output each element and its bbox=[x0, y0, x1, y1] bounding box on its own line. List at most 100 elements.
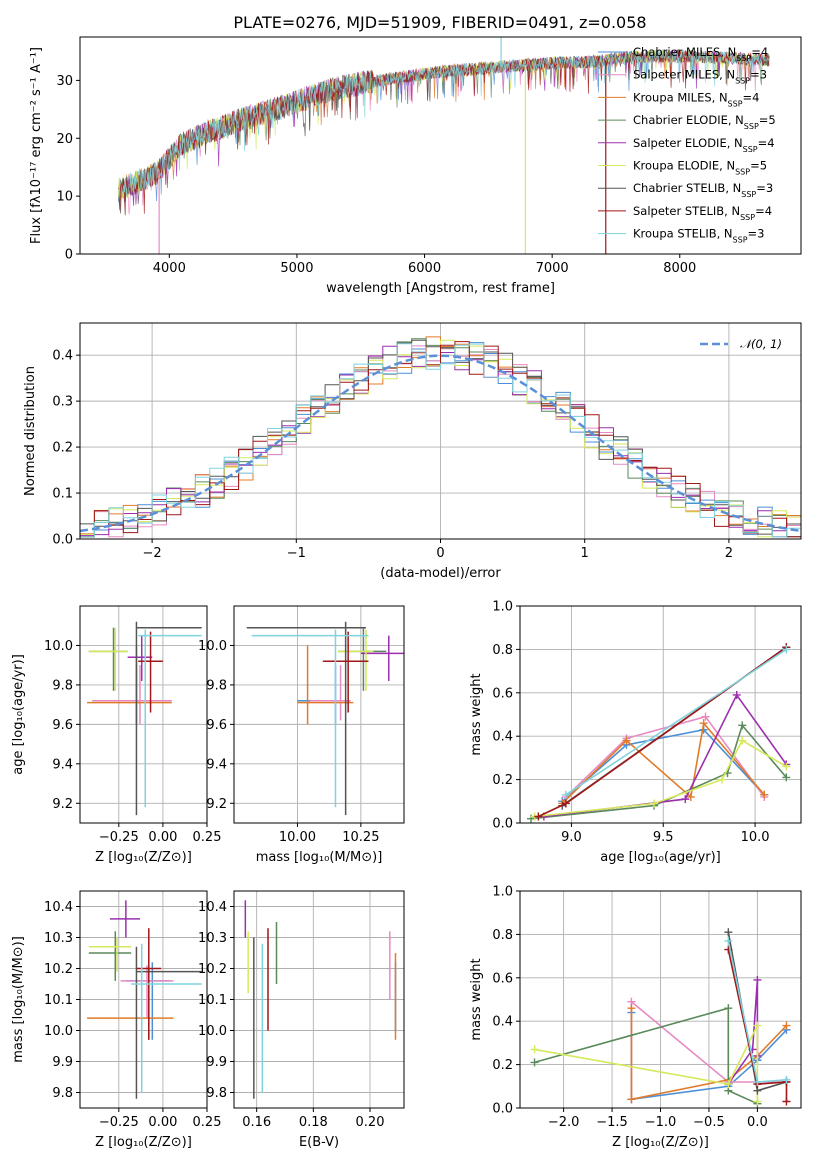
mass_vs_Z-ytick-label: 10.1 bbox=[44, 993, 73, 1008]
mass_vs_Z-point bbox=[88, 937, 132, 972]
age_vs_mass-xtick-label: 10.00 bbox=[279, 830, 316, 845]
age_vs_Z-panel: −0.25 0.00 0.25 9.2 9.4 9.6 9.8 10.0 Z [log₁₀(Z/… bbox=[11, 605, 222, 865]
mass_vs_Z-ytick-label: 9.8 bbox=[52, 1086, 73, 1101]
age_vs_mass-ytick-label: 10.0 bbox=[198, 639, 227, 654]
residuals-ytick-label: 0.1 bbox=[52, 487, 73, 502]
mass_vs_Z-ylabel: mass [log₁₀(M/M⊙)] bbox=[11, 936, 26, 1063]
weight_vs_Z-marks bbox=[530, 928, 791, 1108]
weight_vs_age-marks bbox=[527, 643, 791, 823]
residuals-panel: −2 −1 0 1 2 0.0 0.1 0.2 0.3 0.4 (data-model)/error… bbox=[23, 322, 802, 581]
age_vs_Z-ytick-label: 9.2 bbox=[52, 797, 73, 812]
age_vs_Z-point bbox=[127, 635, 153, 681]
legend-entry: Salpeter STELIB, NSSP=4 bbox=[633, 204, 772, 222]
legend-subscript: SSP bbox=[741, 190, 756, 199]
mass_vs_Z-point bbox=[87, 968, 174, 1040]
data-point bbox=[627, 1004, 636, 1013]
mass_vs_Z-ytick-label: 10.3 bbox=[44, 931, 73, 946]
data-point bbox=[782, 1021, 791, 1030]
age_vs_mass-point bbox=[322, 631, 369, 713]
mass_vs_ebv-ytick-label: 10.1 bbox=[198, 993, 227, 1008]
residual-legend: 𝒩(0, 1) bbox=[700, 337, 782, 351]
data-point bbox=[782, 1097, 791, 1106]
data-point bbox=[718, 775, 727, 784]
mass_vs_ebv-frame bbox=[233, 890, 405, 1109]
weight_vs_age-ytick-label: 0.4 bbox=[492, 730, 513, 745]
mass_vs_ebv-marks bbox=[244, 900, 397, 1099]
spectrum-ticks: 4000 5000 6000 7000 8000 0 10 20 30 bbox=[56, 74, 696, 276]
weight_vs_Z-ytick-label: 0.8 bbox=[492, 928, 513, 943]
data-point bbox=[622, 736, 631, 745]
age_vs_Z-ytick-label: 10.0 bbox=[44, 639, 73, 654]
data-point bbox=[561, 790, 570, 799]
age_vs_Z-xtick-label: −0.25 bbox=[99, 830, 139, 845]
spectrum-xtick-label: 7000 bbox=[536, 261, 569, 276]
age_vs_mass-ytick-label: 9.2 bbox=[206, 797, 227, 812]
weight_vs_Z-frame bbox=[519, 890, 802, 1109]
gaussian-legend-label: 𝒩(0, 1) bbox=[740, 337, 782, 351]
mass_vs_Z-point bbox=[88, 931, 132, 981]
weight_vs_Z-ytick-label: 0.2 bbox=[492, 1058, 513, 1073]
mass_vs_Z-point bbox=[109, 900, 140, 938]
data-point bbox=[782, 773, 791, 782]
weight_vs_age-series bbox=[561, 645, 791, 799]
age_vs_mass-ticks: 10.00 10.25 9.2 9.4 9.6 9.8 10.0 bbox=[198, 606, 404, 845]
age_vs_Z-point bbox=[92, 665, 172, 725]
weight_vs_Z-xtick-label: −1.0 bbox=[645, 1115, 677, 1130]
data-point bbox=[701, 712, 710, 721]
residuals-ytick-label: 0.3 bbox=[52, 395, 73, 410]
weight_vs_Z-xtick-label: −1.5 bbox=[596, 1115, 628, 1130]
residuals-xlabel: (data-model)/error bbox=[380, 566, 501, 581]
mass_vs_Z-xtick-label: −0.25 bbox=[99, 1115, 139, 1130]
weight_vs_age-ytick-label: 0.8 bbox=[492, 643, 513, 658]
residual-histogram bbox=[80, 341, 801, 538]
age_vs_mass-point bbox=[360, 635, 404, 681]
data-point bbox=[530, 1058, 539, 1067]
weight_vs_Z-xtick-label: −0.5 bbox=[693, 1115, 725, 1130]
mass_vs_ebv-xtick-label: 0.20 bbox=[356, 1115, 385, 1130]
mass_vs_Z-point bbox=[135, 946, 202, 1099]
data-point bbox=[782, 645, 791, 654]
series-line bbox=[727, 979, 759, 1085]
mass_vs_Z-ytick-label: 10.0 bbox=[44, 1024, 73, 1039]
series-line bbox=[727, 949, 788, 1102]
spectrum-marks bbox=[117, 37, 770, 254]
spectrum-xtick-label: 5000 bbox=[280, 261, 313, 276]
residuals-xtick-label: −1 bbox=[287, 546, 306, 561]
weight_vs_age-ticks: 9.0 9.5 10.0 0.0 0.2 0.4 0.6 0.8 1.0 bbox=[492, 600, 801, 845]
residuals-ytick-label: 0.4 bbox=[52, 349, 73, 364]
gaussian-curve bbox=[80, 354, 801, 533]
age_vs_Z-xtick-label: 0.00 bbox=[148, 830, 177, 845]
spectrum-xtick-label: 8000 bbox=[663, 261, 696, 276]
spectrum-xtick-label: 4000 bbox=[153, 261, 186, 276]
legend-subscript: SSP bbox=[743, 144, 758, 153]
spectrum-series-line bbox=[117, 48, 770, 202]
mass_vs_ebv-xlabel: E(B-V) bbox=[299, 1135, 339, 1150]
age_vs_Z-xtick-label: 0.25 bbox=[193, 830, 222, 845]
residuals-ytick-label: 0.0 bbox=[52, 533, 73, 548]
data-point bbox=[724, 1080, 733, 1089]
weight_vs_Z-ytick-label: 0.0 bbox=[492, 1102, 513, 1117]
weight_vs_Z-panel: −2.0 −1.5 −1.0 −0.5 0.0 0.0 0.2 0.4 0.6 0.8 1.0 Z [… bbox=[469, 885, 802, 1150]
data-point bbox=[724, 1004, 733, 1013]
spectrum-ytick-label: 20 bbox=[56, 132, 73, 147]
series-line bbox=[530, 723, 787, 820]
weight_vs_age-xlabel: age [log₁₀(age/yr)] bbox=[600, 850, 721, 865]
mass_vs_Z-xtick-label: 0.00 bbox=[148, 1115, 177, 1130]
data-point bbox=[699, 719, 708, 728]
weight_vs_Z-series bbox=[530, 1021, 762, 1106]
age_vs_Z-point bbox=[88, 627, 128, 691]
legend-entry: Kroupa STELIB, NSSP=3 bbox=[633, 227, 764, 245]
weight_vs_age-ytick-label: 0.0 bbox=[492, 817, 513, 832]
legend-entry: Kroupa ELODIE, NSSP=5 bbox=[633, 159, 767, 177]
legend-entry: Chabrier ELODIE, NSSP=5 bbox=[633, 113, 776, 131]
residuals-xtick-label: 1 bbox=[581, 546, 589, 561]
mass_vs_Z-panel: −0.25 0.00 0.25 9.8 9.9 10.0 10.1 10.2 10.3 10.4 Z… bbox=[11, 890, 221, 1150]
series-line bbox=[534, 1007, 758, 1105]
mass_vs_ebv-ytick-label: 9.8 bbox=[206, 1086, 227, 1101]
mass_vs_ebv-panel: 0.16 0.18 0.20 9.8 9.9 10.0 10.1 10.2 10.3 10.4 E(… bbox=[198, 890, 405, 1150]
weight_vs_Z-series bbox=[724, 936, 791, 1086]
mass_vs_Z-frame bbox=[79, 890, 208, 1109]
mass_vs_ebv-xtick-label: 0.16 bbox=[242, 1115, 271, 1130]
age_vs_mass-panel: 10.00 10.25 9.2 9.4 9.6 9.8 10.0 mass [log₁₀(M/… bbox=[198, 605, 405, 865]
weight_vs_Z-series bbox=[530, 1004, 762, 1108]
